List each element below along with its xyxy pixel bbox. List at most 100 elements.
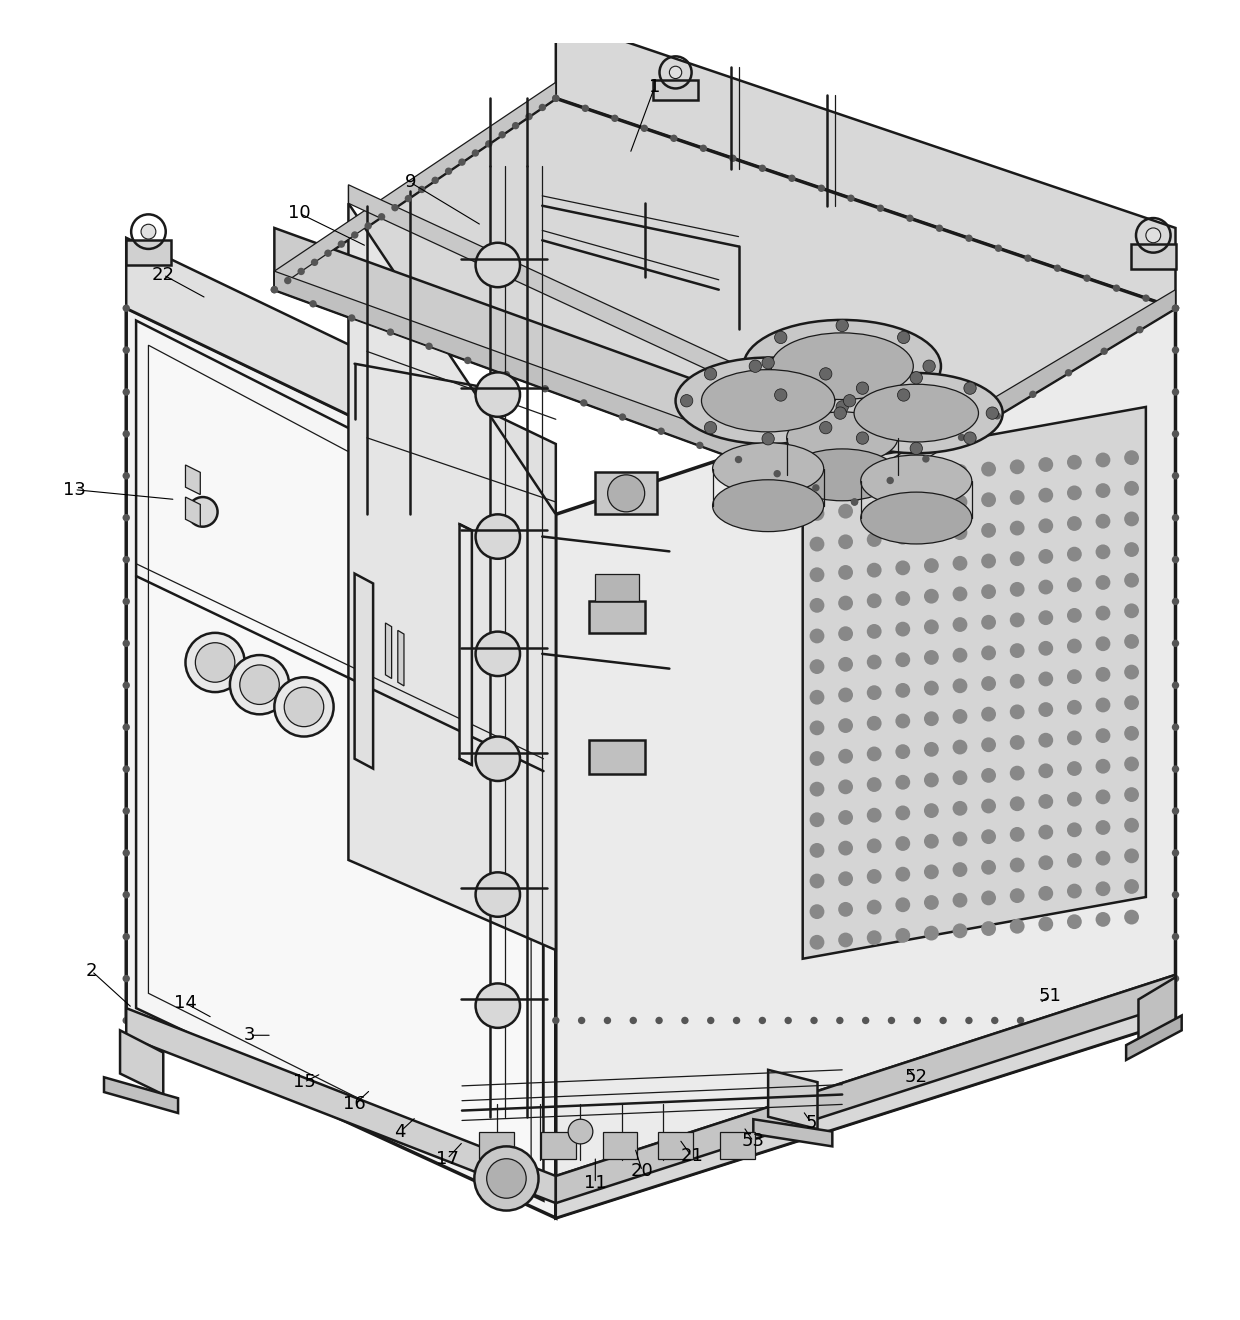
Polygon shape xyxy=(603,1131,637,1159)
Circle shape xyxy=(1125,512,1140,527)
Circle shape xyxy=(284,688,324,726)
Circle shape xyxy=(1172,430,1179,438)
Circle shape xyxy=(196,643,234,682)
Polygon shape xyxy=(854,289,1176,502)
Circle shape xyxy=(1009,735,1024,750)
Polygon shape xyxy=(589,741,645,774)
Text: 51: 51 xyxy=(1038,987,1061,1005)
Circle shape xyxy=(1172,1016,1179,1024)
Circle shape xyxy=(552,1016,559,1024)
Circle shape xyxy=(1125,634,1140,649)
Circle shape xyxy=(867,747,882,762)
Circle shape xyxy=(311,259,319,267)
Polygon shape xyxy=(104,1077,179,1113)
Circle shape xyxy=(952,739,967,755)
Circle shape xyxy=(838,871,853,886)
Circle shape xyxy=(552,95,559,102)
Circle shape xyxy=(604,1016,611,1024)
Circle shape xyxy=(1095,1016,1102,1024)
Circle shape xyxy=(924,834,939,849)
Circle shape xyxy=(895,714,910,729)
Circle shape xyxy=(952,771,967,785)
Circle shape xyxy=(867,502,882,516)
Circle shape xyxy=(1172,598,1179,605)
Circle shape xyxy=(239,665,279,705)
Circle shape xyxy=(1096,544,1110,560)
Circle shape xyxy=(123,891,130,899)
Circle shape xyxy=(867,808,882,822)
Text: 53: 53 xyxy=(742,1133,765,1151)
Circle shape xyxy=(895,561,910,576)
Circle shape xyxy=(123,388,130,396)
Circle shape xyxy=(838,504,853,519)
Circle shape xyxy=(810,659,825,675)
Circle shape xyxy=(1172,723,1179,731)
Circle shape xyxy=(274,677,334,737)
Circle shape xyxy=(867,532,882,546)
Circle shape xyxy=(867,869,882,884)
Circle shape xyxy=(761,356,774,368)
Circle shape xyxy=(1066,639,1081,653)
Text: 15: 15 xyxy=(293,1073,315,1092)
Circle shape xyxy=(923,360,935,372)
Circle shape xyxy=(986,407,998,420)
Polygon shape xyxy=(348,185,854,438)
Circle shape xyxy=(1096,483,1110,498)
Circle shape xyxy=(1172,681,1179,689)
Circle shape xyxy=(838,688,853,702)
Circle shape xyxy=(141,224,156,239)
Circle shape xyxy=(952,525,967,540)
Circle shape xyxy=(906,215,914,222)
Circle shape xyxy=(337,240,345,248)
Circle shape xyxy=(838,626,853,642)
Circle shape xyxy=(1120,1016,1127,1024)
Circle shape xyxy=(123,766,130,772)
Text: 21: 21 xyxy=(681,1147,703,1166)
Circle shape xyxy=(914,1016,921,1024)
Circle shape xyxy=(1038,610,1053,626)
Circle shape xyxy=(924,925,939,941)
Polygon shape xyxy=(186,498,201,527)
Circle shape xyxy=(895,622,910,636)
Polygon shape xyxy=(768,1069,817,1129)
Circle shape xyxy=(1096,606,1110,620)
Circle shape xyxy=(895,469,910,483)
Circle shape xyxy=(1066,915,1081,929)
Circle shape xyxy=(670,66,682,79)
Circle shape xyxy=(810,781,825,796)
Circle shape xyxy=(994,244,1002,252)
Circle shape xyxy=(810,628,825,643)
Circle shape xyxy=(475,1146,538,1210)
Circle shape xyxy=(810,537,825,552)
Circle shape xyxy=(981,553,996,569)
Circle shape xyxy=(425,343,433,350)
Circle shape xyxy=(857,432,869,445)
Circle shape xyxy=(981,829,996,843)
Circle shape xyxy=(895,744,910,759)
Circle shape xyxy=(1172,975,1179,982)
Circle shape xyxy=(1125,696,1140,710)
Circle shape xyxy=(526,112,533,120)
Circle shape xyxy=(270,286,278,293)
Circle shape xyxy=(867,471,882,486)
Ellipse shape xyxy=(861,492,972,544)
Circle shape xyxy=(123,808,130,814)
Circle shape xyxy=(1172,305,1179,312)
Circle shape xyxy=(895,898,910,912)
Polygon shape xyxy=(658,1131,693,1159)
Circle shape xyxy=(611,115,619,121)
Circle shape xyxy=(867,931,882,945)
Polygon shape xyxy=(126,240,171,265)
Circle shape xyxy=(619,413,626,421)
Circle shape xyxy=(681,1016,688,1024)
Polygon shape xyxy=(136,321,543,1201)
Circle shape xyxy=(924,589,939,603)
Circle shape xyxy=(810,568,825,582)
Ellipse shape xyxy=(786,412,898,463)
Circle shape xyxy=(1009,582,1024,597)
Circle shape xyxy=(952,556,967,570)
Circle shape xyxy=(348,314,356,322)
Polygon shape xyxy=(386,623,392,678)
Circle shape xyxy=(1125,909,1140,924)
Circle shape xyxy=(1066,853,1081,867)
